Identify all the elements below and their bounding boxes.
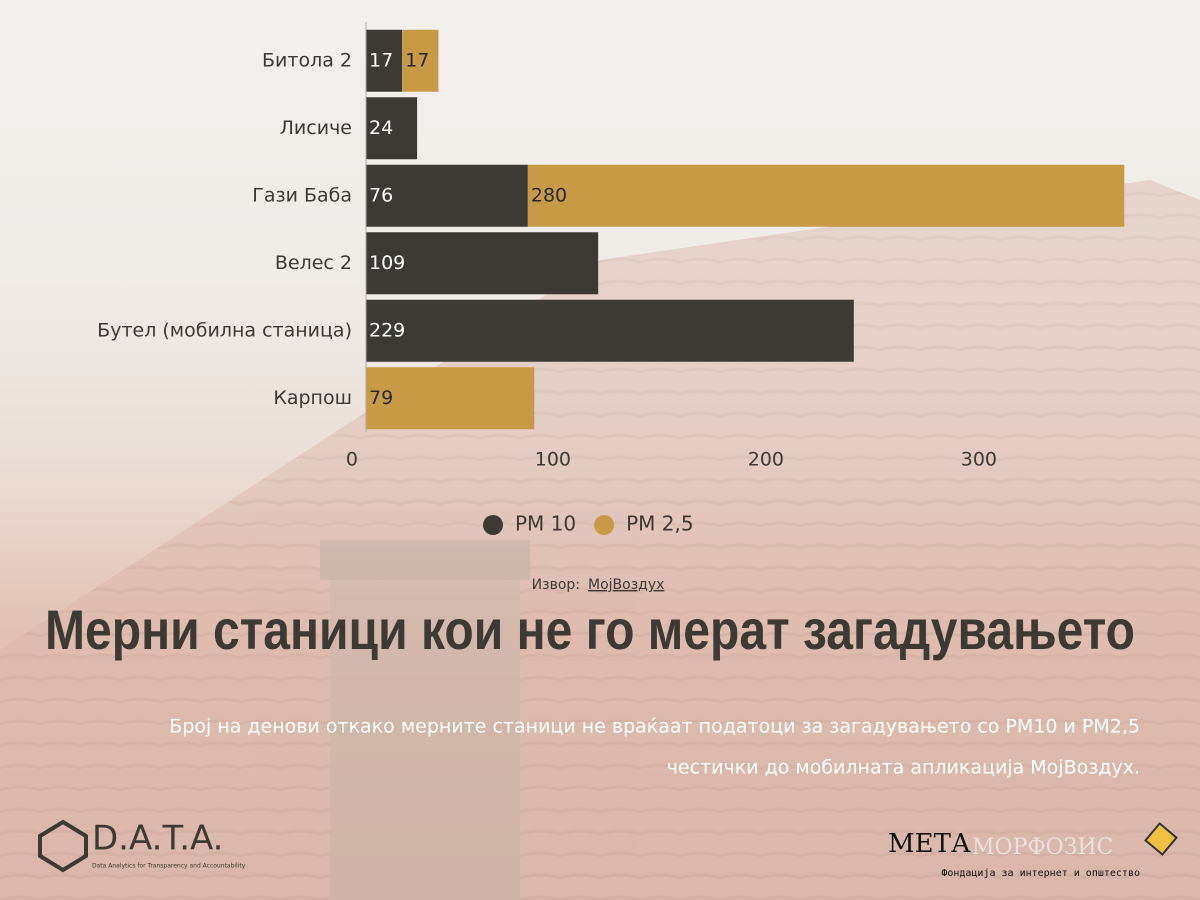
background-roof	[0, 180, 1200, 900]
value-label: 24	[369, 117, 393, 139]
y-tick-label: Битола 2	[262, 49, 352, 71]
bar	[366, 232, 599, 295]
bar	[366, 299, 854, 362]
x-tick-label: 200	[748, 449, 784, 471]
value-label: 229	[369, 319, 405, 341]
source-link[interactable]: МојВоздух	[588, 577, 664, 593]
meta-logo-icon	[1144, 822, 1178, 856]
y-tick-label: Бутел (мобилна станица)	[97, 319, 352, 341]
meta-logo-part1: МЕТА	[888, 829, 971, 859]
data-logo-name: D.A.T.A.	[92, 819, 223, 859]
value-label: 17	[405, 49, 429, 71]
bar	[366, 367, 535, 430]
x-tick-label: 0	[346, 449, 358, 471]
plot: 0 100 200 300 Битола 2 17 17 Лисиче 24 Гази Баба 7…	[97, 22, 1125, 536]
y-tick-label: Карпош	[273, 387, 352, 409]
bar	[366, 164, 528, 227]
x-tick-label: 300	[961, 449, 997, 471]
value-label: 17	[369, 49, 393, 71]
legend-label: PM 2,5	[626, 512, 693, 536]
bar	[402, 29, 439, 92]
y-tick-label: Лисиче	[280, 117, 352, 139]
title: Мерни станици кои не го мерат загадување…	[45, 598, 1135, 661]
value-label: 76	[369, 184, 393, 206]
legend-marker	[594, 515, 615, 535]
legend-marker	[483, 515, 503, 535]
data-logo-tagline: Data Analytics for Transparency and Acco…	[92, 863, 246, 870]
value-label: 280	[531, 184, 567, 206]
x-tick-label: 100	[535, 449, 571, 471]
subtitle-line: Број на денови откако мерните станици не…	[169, 716, 1140, 738]
source-label: Извор:	[532, 577, 580, 593]
legend-label: PM 10	[515, 512, 576, 536]
meta-logo-part2: МОРФОЗИС	[972, 835, 1113, 860]
y-tick-label: Велес 2	[275, 252, 352, 274]
bar	[366, 97, 418, 160]
bar	[366, 29, 403, 92]
value-label: 109	[369, 252, 405, 274]
bar	[527, 164, 1125, 227]
y-tick-label: Гази Баба	[252, 184, 352, 206]
meta-logo-tagline: Фондација за интернет и општество	[941, 867, 1140, 879]
data-logo-icon	[38, 819, 88, 873]
subtitle-line: честички до мобилната апликација МојВозд…	[667, 757, 1140, 779]
value-label: 79	[369, 387, 393, 409]
